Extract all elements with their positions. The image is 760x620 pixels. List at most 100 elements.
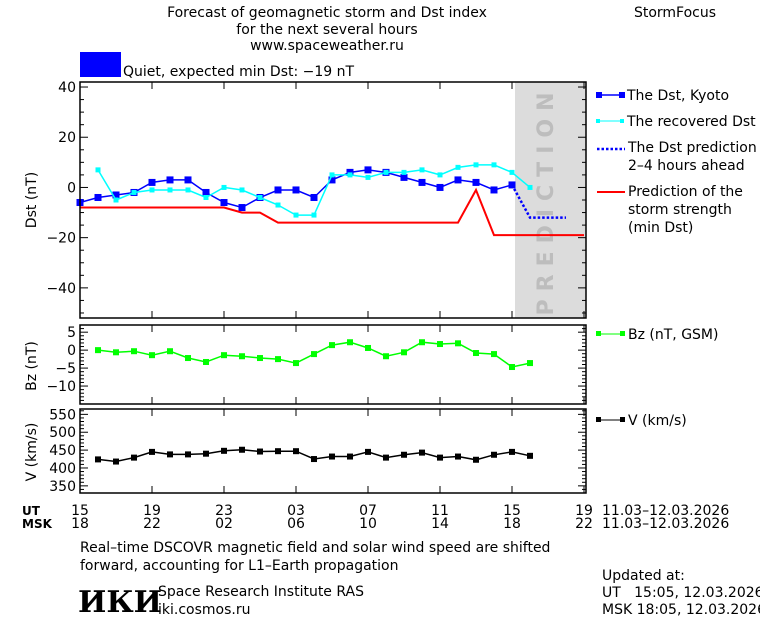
institute-site[interactable]: iki.cosmos.ru xyxy=(158,602,250,618)
data-point-bz-nt-gsm xyxy=(365,344,371,351)
data-point-bz-nt-gsm xyxy=(347,339,353,346)
legend-prediction-1: The Dst prediction xyxy=(627,140,757,156)
data-point-the-dst-kyoto xyxy=(148,178,156,186)
data-point-v-km-s xyxy=(419,449,425,456)
data-point-the-recovered-dst xyxy=(203,194,209,200)
series-line-prediction-of-the-storm-strength-min-dst xyxy=(80,187,584,237)
data-point-the-recovered-dst xyxy=(509,169,515,175)
data-point-bz-nt-gsm xyxy=(383,353,389,360)
data-point-bz-nt-gsm xyxy=(203,358,209,365)
panel-v: 550 500 450 400 350 xyxy=(49,407,587,495)
data-point-the-recovered-dst xyxy=(257,194,263,200)
data-point-bz-nt-gsm xyxy=(275,356,281,363)
msk-tick-label: 22 xyxy=(143,516,161,532)
prediction-zone xyxy=(515,82,586,318)
data-point-the-recovered-dst xyxy=(185,187,191,193)
y-tick-label: −40 xyxy=(46,281,76,297)
updated-label: Updated at: xyxy=(602,568,685,584)
data-point-the-dst-kyoto xyxy=(238,204,246,212)
plot-frame xyxy=(79,324,587,405)
ut-tick-label: 07 xyxy=(359,503,377,519)
data-point-the-recovered-dst xyxy=(347,172,353,178)
data-point-the-recovered-dst xyxy=(419,167,425,173)
panel-bz: 5 0 −5 −10 xyxy=(46,324,587,405)
msk-tick-label: 22 xyxy=(575,516,593,532)
data-point-v-km-s xyxy=(383,454,389,461)
data-point-v-km-s xyxy=(185,451,191,458)
updated-ut: UT 15:05, 12.03.2026 xyxy=(602,585,760,601)
msk-row-label: MSK xyxy=(22,517,53,531)
data-point-the-dst-kyoto xyxy=(364,166,372,174)
data-point-v-km-s xyxy=(95,456,101,463)
data-point-v-km-s xyxy=(491,451,497,458)
iki-logo: ИКИ xyxy=(78,585,162,620)
data-point-the-dst-kyoto xyxy=(220,199,228,207)
data-point-the-dst-kyoto xyxy=(94,193,102,201)
legend-bz-marker xyxy=(596,331,601,336)
updated-msk: MSK 18:05, 12.03.2026 xyxy=(602,602,760,618)
chart-title-url: www.spaceweather.ru xyxy=(250,38,404,54)
y-tick-label: 400 xyxy=(49,461,76,477)
legend-storm-1: Prediction of the xyxy=(628,184,743,200)
data-point-bz-nt-gsm xyxy=(401,349,407,356)
data-point-the-recovered-dst xyxy=(383,169,389,175)
data-point-the-recovered-dst xyxy=(221,184,227,190)
data-point-v-km-s xyxy=(527,452,533,459)
data-point-the-dst-kyoto xyxy=(202,188,210,196)
data-point-v-km-s xyxy=(239,446,245,453)
data-point-the-dst-kyoto xyxy=(166,176,174,184)
data-point-the-recovered-dst xyxy=(311,212,317,218)
data-point-bz-nt-gsm xyxy=(473,350,479,357)
data-point-bz-nt-gsm xyxy=(491,351,497,358)
data-point-the-recovered-dst xyxy=(131,189,137,195)
data-point-the-dst-kyoto xyxy=(418,178,426,186)
data-point-v-km-s xyxy=(329,453,335,460)
data-point-v-km-s xyxy=(293,448,299,455)
data-point-bz-nt-gsm xyxy=(149,352,155,359)
data-point-bz-nt-gsm xyxy=(311,351,317,358)
legend-dst-kyoto: The Dst, Kyoto xyxy=(626,88,729,104)
brand-stormfocus: StormFocus xyxy=(634,5,716,21)
ut-tick-label: 19 xyxy=(143,503,161,519)
msk-tick-label: 06 xyxy=(287,516,305,532)
data-point-v-km-s xyxy=(131,454,137,461)
plot-frame xyxy=(79,408,587,494)
data-point-the-dst-kyoto xyxy=(472,178,480,186)
data-point-v-km-s xyxy=(113,458,119,465)
data-point-the-recovered-dst xyxy=(437,172,443,178)
data-point-the-dst-kyoto xyxy=(184,176,192,184)
data-point-the-recovered-dst xyxy=(95,167,101,173)
msk-tick-label: 18 xyxy=(71,516,89,532)
y-tick-label: 0 xyxy=(67,180,76,196)
data-point-v-km-s xyxy=(275,448,281,455)
data-point-the-recovered-dst xyxy=(455,164,461,170)
data-point-the-dst-kyoto xyxy=(292,186,300,194)
data-point-the-recovered-dst xyxy=(329,172,335,178)
ut-date-range: 11.03–12.03.2026 xyxy=(602,503,729,519)
data-point-the-dst-kyoto xyxy=(400,173,408,181)
data-point-v-km-s xyxy=(203,450,209,457)
legend-v-marker xyxy=(596,417,601,422)
ut-tick-label: 15 xyxy=(71,503,89,519)
data-point-the-recovered-dst xyxy=(401,169,407,175)
y-tick-label: 550 xyxy=(49,407,76,423)
data-point-the-recovered-dst xyxy=(149,187,155,193)
data-point-bz-nt-gsm xyxy=(329,342,335,349)
data-point-v-km-s xyxy=(311,456,317,463)
legend-prediction-2: 2–4 hours ahead xyxy=(628,158,745,174)
data-point-bz-nt-gsm xyxy=(239,353,245,360)
status-color-box xyxy=(80,52,121,77)
panel-dst: PREDICTION 40 20 0 −20 −40 xyxy=(46,80,587,319)
data-point-v-km-s xyxy=(509,448,515,455)
data-point-bz-nt-gsm xyxy=(527,360,533,367)
data-point-bz-nt-gsm xyxy=(95,347,101,354)
data-point-the-recovered-dst xyxy=(473,162,479,168)
data-point-bz-nt-gsm xyxy=(185,355,191,362)
data-point-v-km-s xyxy=(473,456,479,463)
legend-recovered: The recovered Dst xyxy=(626,114,756,130)
data-point-the-recovered-dst xyxy=(275,202,281,208)
y-tick-label: −20 xyxy=(46,231,76,247)
v-axis-label: V (km/s) xyxy=(24,423,40,482)
data-point-the-dst-kyoto xyxy=(346,168,354,176)
y-tick-label: 350 xyxy=(49,479,76,495)
